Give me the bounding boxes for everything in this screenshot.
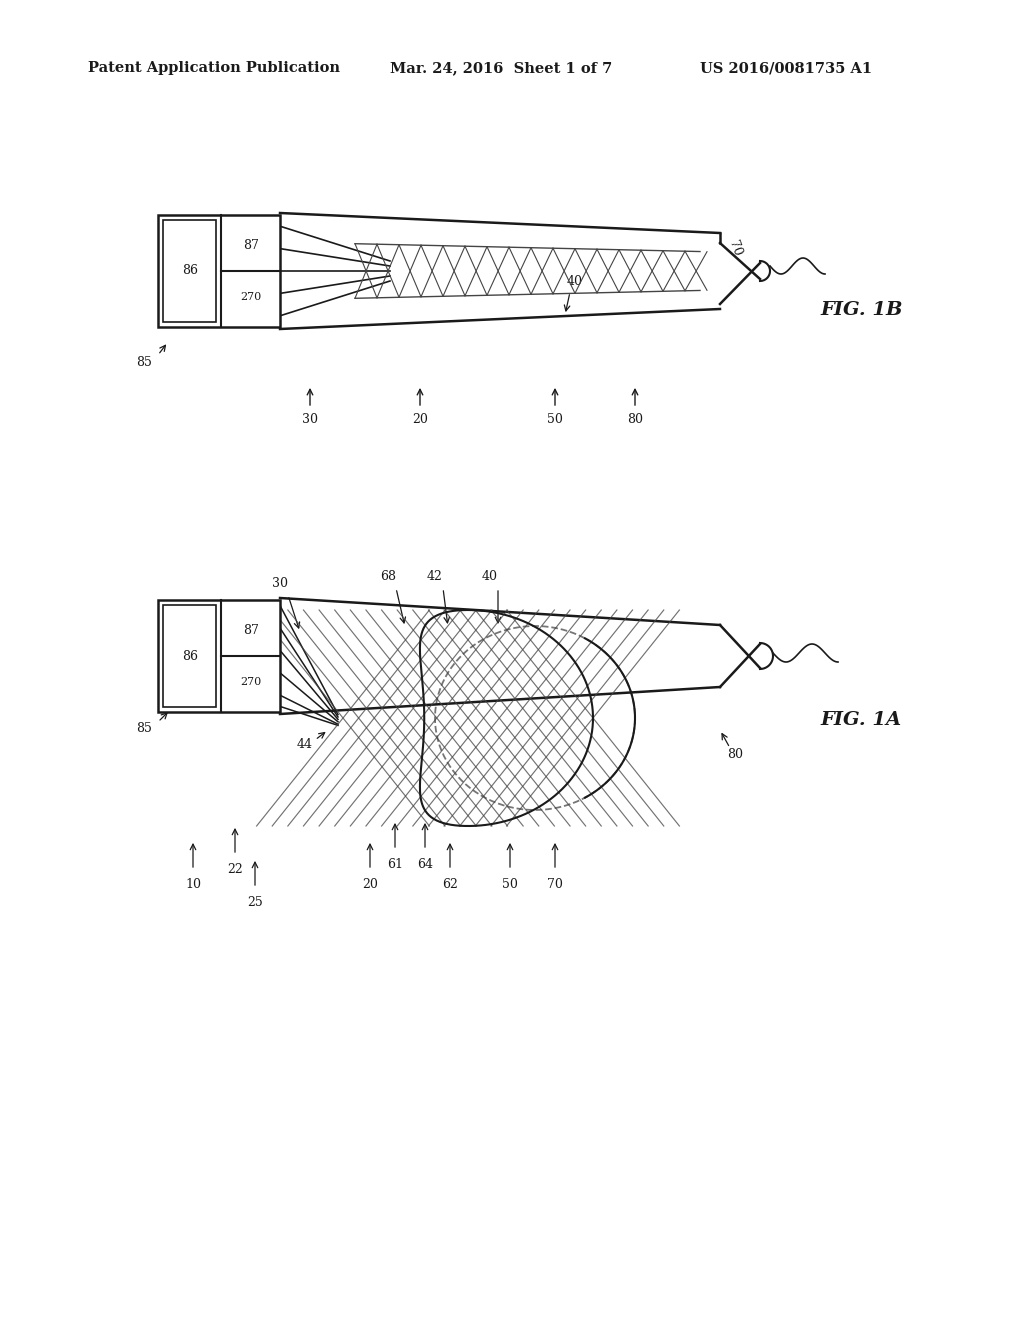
Text: 80: 80	[627, 413, 643, 426]
Text: 42: 42	[427, 570, 443, 583]
Text: 270: 270	[240, 677, 261, 686]
Text: Mar. 24, 2016  Sheet 1 of 7: Mar. 24, 2016 Sheet 1 of 7	[390, 61, 612, 75]
Text: 61: 61	[387, 858, 403, 871]
Text: Patent Application Publication: Patent Application Publication	[88, 61, 340, 75]
Bar	[163, 605, 216, 708]
Text: 20: 20	[412, 413, 428, 426]
Text: 87: 87	[243, 624, 259, 636]
Text: 50: 50	[502, 878, 518, 891]
Text: 70: 70	[547, 878, 563, 891]
Text: 86: 86	[181, 264, 198, 277]
Text: 87: 87	[243, 239, 259, 252]
Text: FIG. 1B: FIG. 1B	[820, 301, 902, 319]
Bar	[163, 220, 216, 322]
Text: 80: 80	[727, 748, 743, 762]
Text: 20: 20	[362, 878, 378, 891]
Text: 30: 30	[272, 577, 288, 590]
Text: 85: 85	[136, 722, 152, 734]
Bar	[158, 215, 280, 327]
Text: 270: 270	[240, 292, 261, 302]
Text: 64: 64	[417, 858, 433, 871]
Text: 50: 50	[547, 413, 563, 426]
Text: 85: 85	[136, 355, 152, 368]
Text: 68: 68	[380, 570, 396, 583]
Text: 40: 40	[567, 275, 583, 288]
Text: FIG. 1A: FIG. 1A	[820, 711, 901, 729]
Text: US 2016/0081735 A1: US 2016/0081735 A1	[700, 61, 872, 75]
Text: 44: 44	[297, 738, 313, 751]
Text: 40: 40	[482, 570, 498, 583]
Text: 62: 62	[442, 878, 458, 891]
Text: 10: 10	[185, 878, 201, 891]
Text: 22: 22	[227, 863, 243, 876]
Bar	[158, 601, 280, 711]
Text: 86: 86	[181, 649, 198, 663]
Text: 30: 30	[302, 413, 318, 426]
Text: 25: 25	[247, 896, 263, 909]
Text: 70: 70	[726, 239, 743, 257]
